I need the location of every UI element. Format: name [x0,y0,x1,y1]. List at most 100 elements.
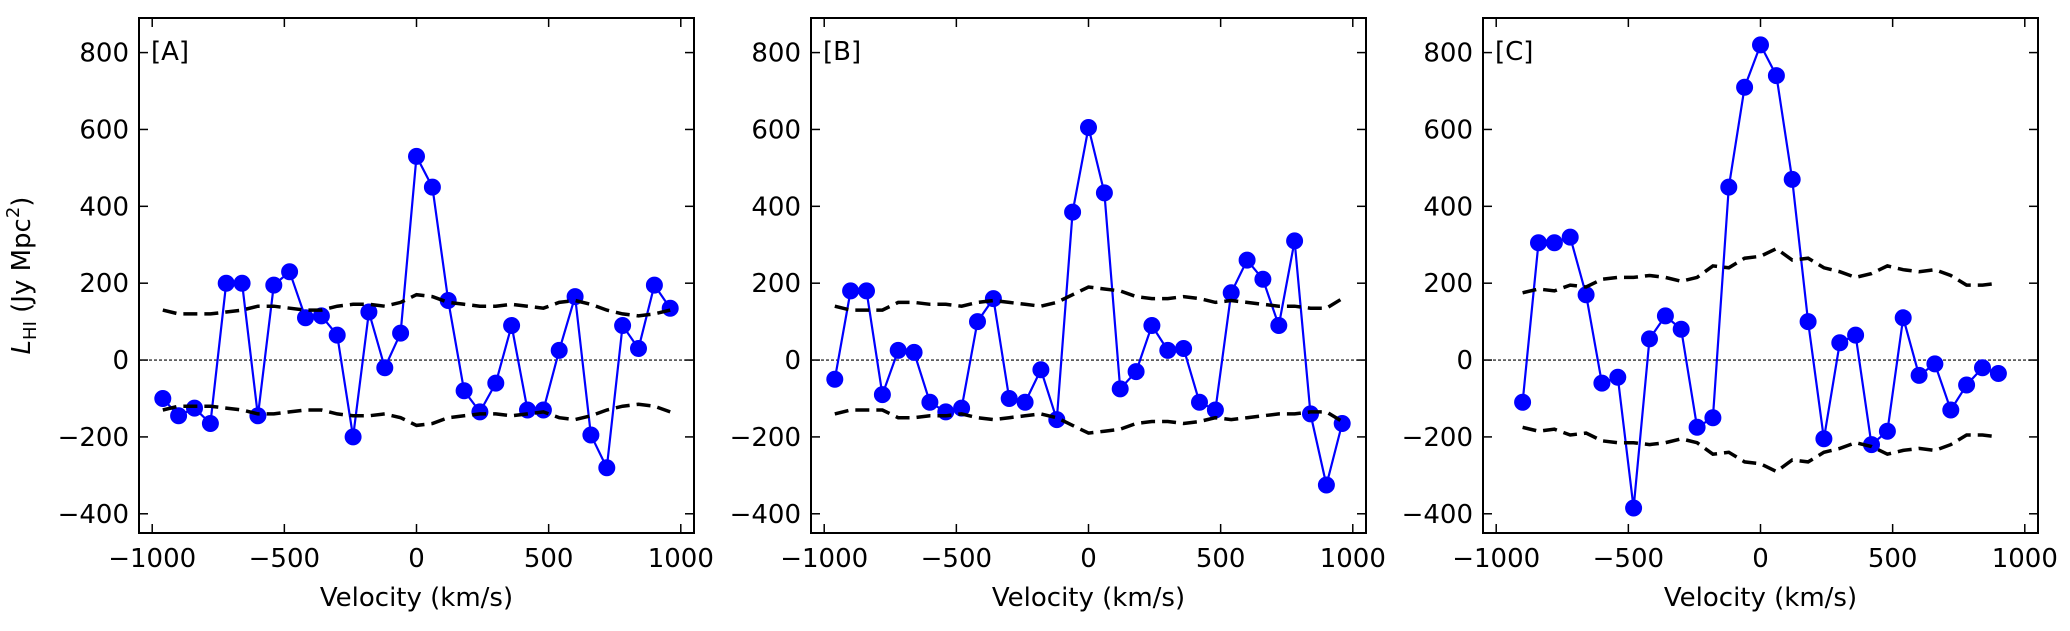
spectrum-point [1609,368,1627,386]
spectrum-point [1799,313,1817,331]
spectrum-point [630,340,647,357]
spectrum-point [969,313,986,331]
spectrum-point [1767,67,1785,85]
spectrum-point [873,386,891,404]
spectrum-point [550,341,568,359]
spectrum-point [376,359,394,377]
spectrum-point [1847,326,1865,344]
spectrum-point [154,390,172,407]
spectrum-point [661,299,679,317]
spectrum-point [1143,317,1161,334]
spectrum-point [1752,36,1769,54]
spectrum-point [1958,376,1976,394]
panel-label: [B] [823,37,861,67]
y-tick-label: 800 [79,39,129,69]
spectrum-point [201,415,219,432]
y-tick-label: 200 [79,269,129,299]
y-tick-label: −200 [58,423,129,453]
spectrum-point [265,276,283,294]
spectrum-point [249,407,267,425]
spectrum-point [1704,409,1722,427]
spectrum-point [921,393,939,411]
spectrum-point [1577,286,1595,304]
spectrum-point [423,178,441,196]
x-tick-label: 500 [524,544,574,574]
spectrum-point [1080,119,1097,136]
spectrum-point [598,459,616,477]
spectrum-point [1894,309,1912,327]
y-tick-label: 600 [79,115,129,145]
spectrum-point [1530,234,1547,252]
panel-label: [C] [1495,37,1533,67]
noise-upper-line [834,285,1344,312]
y-tick-label: 600 [1423,115,1473,145]
spectrum-point [1878,422,1896,440]
y-axis-label: LHI (Jy Mpc2) [3,197,41,355]
spectrum-point [408,147,425,165]
panel-1: −1000 −500 0 500 1000 −400 −200 0 200 400 600 800 [A… [3,17,714,613]
x-tick-label: −1000 [108,544,196,574]
spectrum-point [487,374,505,392]
spectrum-point [1545,234,1563,252]
x-axis-label: Velocity (km/s) [1664,583,1857,613]
spectrum-point [1974,359,1991,377]
spectrum-point [645,276,663,294]
spectrum-point [392,324,410,342]
spectrum-point [1720,178,1738,196]
plot-frame [138,17,695,534]
x-tick-label: 500 [1196,544,1246,574]
spectrum-point [455,382,473,400]
spectrum-point [1111,380,1129,398]
spectrum-point [1989,365,2007,382]
spectrum-point [1222,284,1240,302]
plot-frame [810,17,1367,534]
spectrum-point [1095,184,1113,202]
spectrum-point [1191,393,1208,411]
y-tick-label: 600 [751,115,801,145]
spectrum-point [1561,228,1579,246]
y-tick-label: 0 [112,346,129,376]
x-tick-label: 1000 [1320,544,1386,574]
x-tick-label: −500 [249,544,320,574]
spectrum-point [312,307,330,325]
spectrum-point [186,399,203,417]
y-tick-label: 0 [1456,346,1473,376]
x-tick-label: 0 [1752,544,1769,574]
noise-lower-line [1522,425,1999,474]
spectrum-point [1254,270,1272,288]
spectrum-point [1286,232,1304,250]
spectrum-point [1175,340,1193,357]
spectrum-point [1317,476,1335,494]
spectrum-point [534,401,552,419]
spectrum-point [1514,393,1532,411]
spectrum-point [1656,307,1674,325]
spectrum-point [1942,401,1960,419]
spectrum-point [1064,203,1082,221]
spectrum-point [1910,366,1928,384]
y-tick-label: −400 [1402,500,1473,530]
x-tick-label: 1000 [648,544,714,574]
spectrum-point [471,403,489,421]
spectrum-point [858,282,875,300]
spectrum-point [233,274,251,292]
spectrum-point [344,428,362,446]
spectrum-point [953,399,971,417]
x-tick-label: 0 [1080,544,1097,574]
x-tick-label: 0 [408,544,425,574]
y-tick-label: 800 [1423,39,1473,69]
y-tick-label: −200 [730,423,801,453]
x-axis-label: Velocity (km/s) [992,583,1185,613]
spectrum-point [360,303,378,321]
y-tick-label: −400 [730,500,801,530]
noise-lower-line [162,402,671,428]
spectrum-point [1302,405,1319,423]
y-tick-label: −200 [1402,423,1473,453]
spectrum-point [905,343,923,361]
y-tick-label: 0 [784,346,801,376]
spectrum-point [1926,355,1944,373]
spectrum-point [1641,330,1658,348]
spectrum-point [217,274,235,292]
spectrum-point [1783,170,1801,188]
y-tick-label: 400 [79,192,129,222]
panel-label: [A] [151,37,189,67]
